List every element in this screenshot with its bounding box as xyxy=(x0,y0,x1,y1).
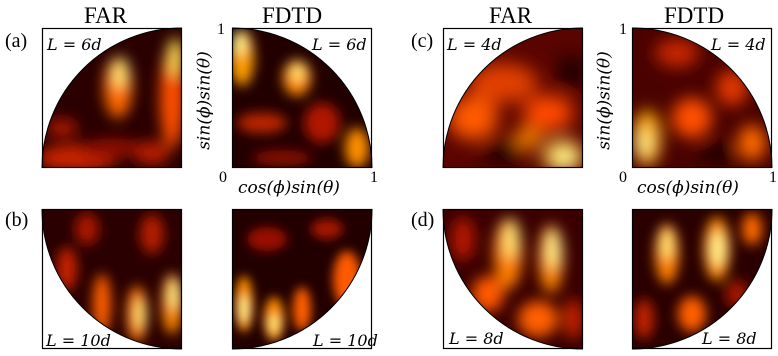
tick-origin-left: 0 xyxy=(219,169,227,186)
tick-x1-left: 1 xyxy=(370,169,378,186)
tick-x1-right: 1 xyxy=(769,169,777,186)
column-title-far-right: FAR xyxy=(489,3,533,28)
length-label-b-far: L = 10d xyxy=(46,331,111,350)
tick-origin-right: 0 xyxy=(619,169,627,186)
column-title-fdtd-right: FDTD xyxy=(664,3,725,28)
length-label-a-fdtd: L = 6d xyxy=(312,35,367,54)
panel-b-fdtd-map xyxy=(231,208,373,350)
panel-a-fdtd-map xyxy=(231,27,373,169)
panel-c-far-map xyxy=(442,27,584,169)
length-label-d-far: L = 8d xyxy=(449,329,504,348)
column-title-fdtd-left: FDTD xyxy=(262,3,323,28)
panel-d-far-map xyxy=(442,208,584,350)
tick-y1-left: 1 xyxy=(217,21,225,38)
tick-y1-right: 1 xyxy=(619,21,627,38)
panel-a-far-map xyxy=(41,27,183,169)
y-axis-label-left: sin(ϕ)sin(θ) xyxy=(194,51,215,150)
length-label-b-fdtd: L = 10d xyxy=(313,331,378,350)
length-label-d-fdtd: L = 8d xyxy=(702,329,757,348)
length-label-c-far: L = 4d xyxy=(447,35,502,54)
panel-tag-a: (a) xyxy=(5,30,28,52)
panel-tag-d: (d) xyxy=(411,209,435,231)
panel-d-fdtd-map xyxy=(631,208,773,350)
length-label-a-far: L = 6d xyxy=(47,35,102,54)
y-axis-label-right: sin(ϕ)sin(θ) xyxy=(594,51,615,150)
panel-c-fdtd-map xyxy=(631,27,773,169)
panel-b-far-map xyxy=(41,208,183,350)
x-axis-label-right: cos(ϕ)sin(θ) xyxy=(637,178,739,198)
panel-tag-b: (b) xyxy=(5,209,29,231)
length-label-c-fdtd: L = 4d xyxy=(711,35,766,54)
panel-tag-c: (c) xyxy=(411,30,434,52)
column-title-far-left: FAR xyxy=(84,3,128,28)
x-axis-label-left: cos(ϕ)sin(θ) xyxy=(238,178,340,198)
